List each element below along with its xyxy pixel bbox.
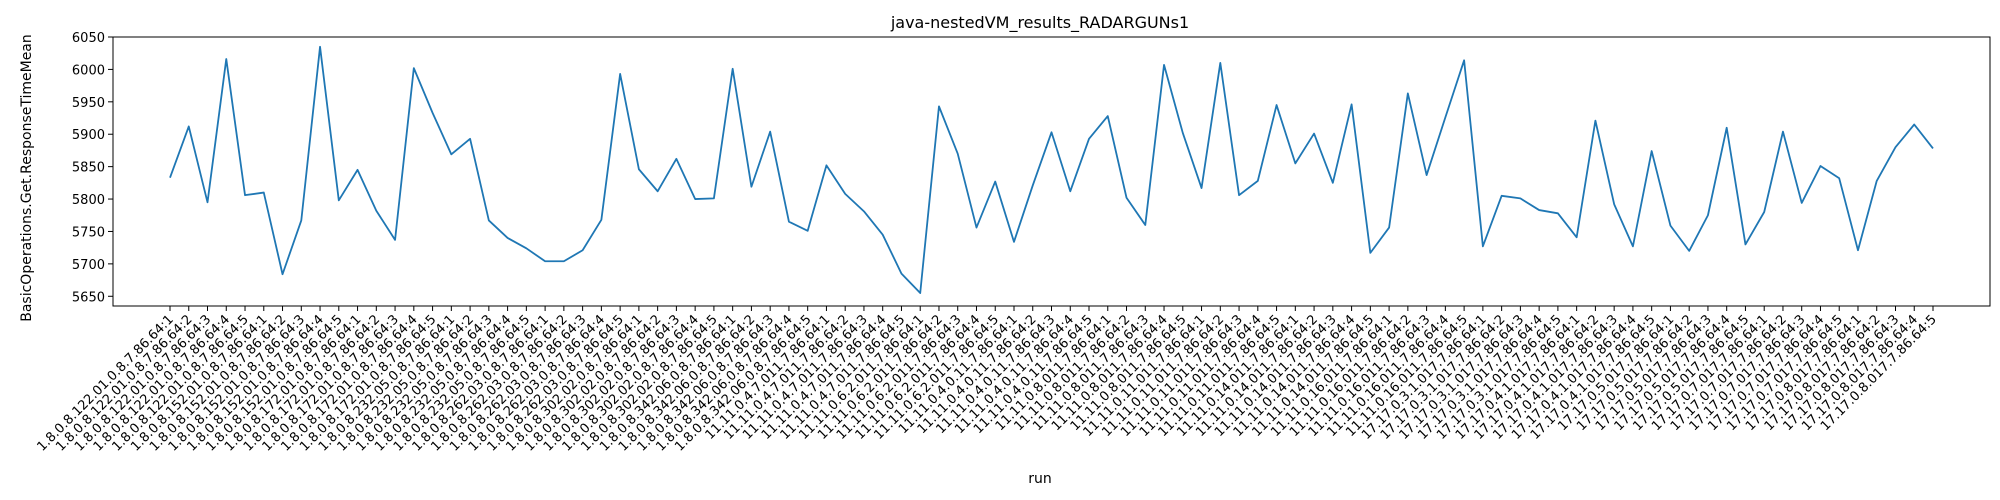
y-tick-label: 6050 [72, 31, 105, 46]
y-axis-title: BasicOperations.Get.ResponseTimeMean [19, 34, 35, 322]
y-tick-label: 6000 [72, 63, 105, 78]
y-tick-label: 5750 [72, 225, 105, 240]
y-tick-label: 5800 [72, 193, 105, 208]
y-tick-label: 5650 [72, 290, 105, 305]
y-tick-label: 5950 [72, 96, 105, 111]
plot-frame [112, 36, 1991, 307]
x-axis-title: run [1028, 471, 1052, 487]
series-line [169, 45, 1934, 294]
y-axis: 5650 5700 5750 5800 5850 5900 5950 6000 6050 [72, 31, 113, 305]
y-tick-label: 5700 [72, 258, 105, 273]
y-tick-label: 5850 [72, 161, 105, 176]
chart-title: java-nestedVM_results_RADARGUNs1 [890, 13, 1189, 33]
y-tick-label: 5900 [72, 128, 105, 143]
x-axis: 1.8.0.8.122.01.0.8.7.86.64:11.8.0.8.122.… [34, 306, 1940, 455]
